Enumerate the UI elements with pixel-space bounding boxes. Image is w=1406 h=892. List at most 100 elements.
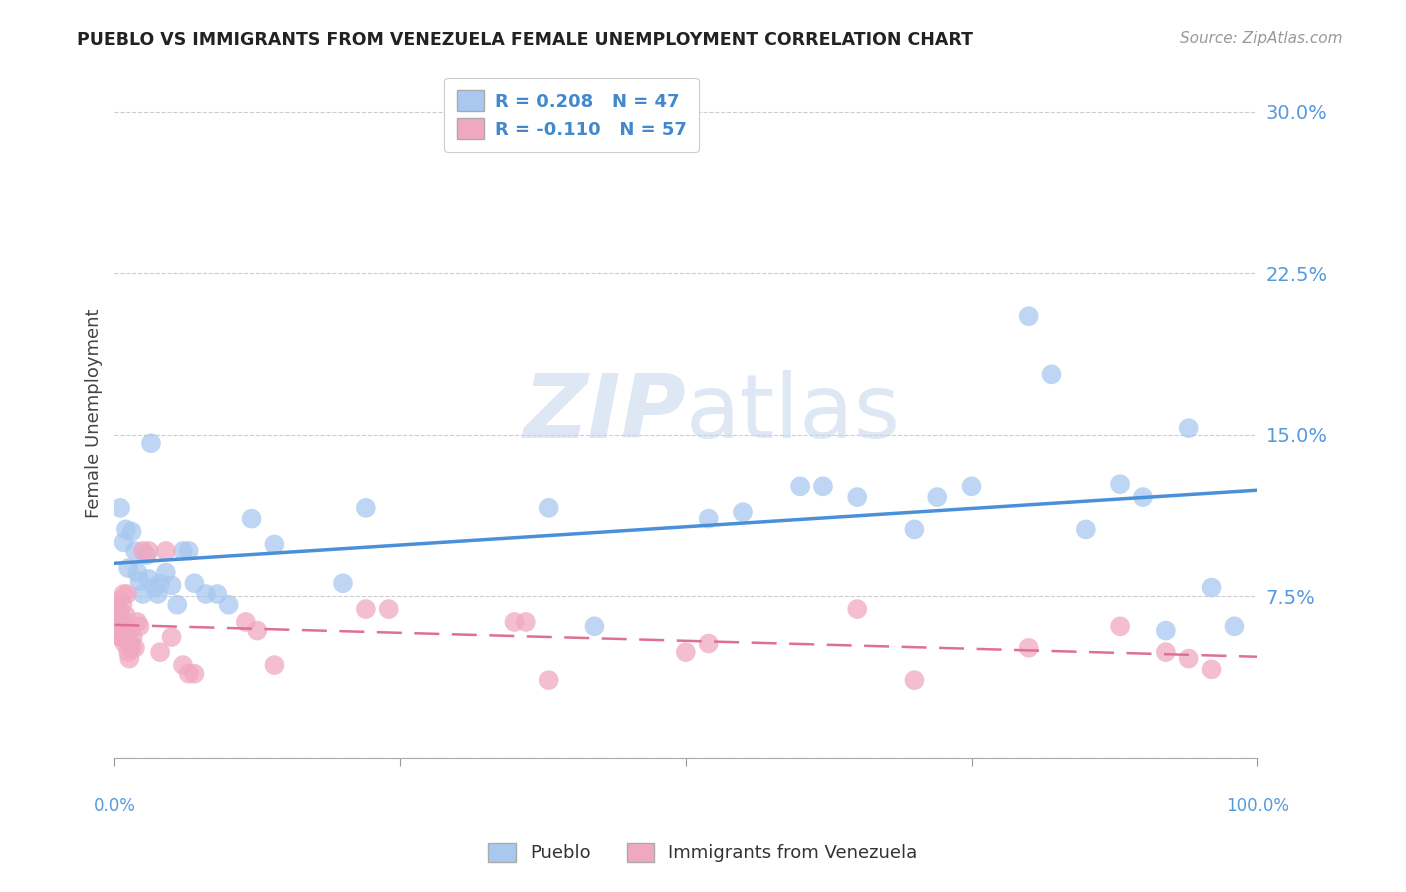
Point [846,490,869,504]
Point [121,630,143,644]
Point [583,619,606,633]
Point [112,587,135,601]
Point [731,505,754,519]
Point [183,576,205,591]
Point [117,645,139,659]
Point [1074,522,1097,536]
Point [537,673,560,687]
Point [115,630,138,644]
Point [903,522,925,536]
Point [172,658,194,673]
Point [108,630,131,644]
Point [1109,619,1132,633]
Point [108,619,131,633]
Text: 100.0%: 100.0% [1226,797,1289,814]
Point [697,636,720,650]
Point [111,624,134,638]
Point [1201,662,1223,676]
Point [110,630,132,644]
Point [118,651,141,665]
Point [108,593,131,607]
Point [155,544,177,558]
Point [115,630,138,644]
Point [108,615,131,629]
Point [105,598,128,612]
Point [960,479,983,493]
Point [903,673,925,687]
Point [115,608,138,623]
Point [120,636,142,650]
Point [177,544,200,558]
Point [240,511,263,525]
Point [127,615,149,629]
Point [263,537,285,551]
Point [218,598,240,612]
Point [503,615,526,629]
Point [110,610,132,624]
Point [107,604,129,618]
Point [354,500,377,515]
Y-axis label: Female Unemployment: Female Unemployment [86,309,103,518]
Point [108,500,131,515]
Point [112,619,135,633]
Point [132,544,155,558]
Point [139,436,162,450]
Point [811,479,834,493]
Point [235,615,257,629]
Point [1177,421,1199,435]
Legend: Pueblo, Immigrants from Venezuela: Pueblo, Immigrants from Venezuela [481,836,925,870]
Point [143,581,166,595]
Point [177,666,200,681]
Point [112,535,135,549]
Text: atlas: atlas [686,369,901,457]
Text: 0.0%: 0.0% [93,797,135,814]
Point [1223,619,1246,633]
Point [107,625,129,640]
Point [149,645,172,659]
Point [846,602,869,616]
Point [104,608,127,623]
Point [1177,651,1199,665]
Point [149,576,172,591]
Legend: R = 0.208   N = 47, R = -0.110   N = 57: R = 0.208 N = 47, R = -0.110 N = 57 [444,78,699,152]
Point [111,598,134,612]
Point [146,587,169,601]
Point [166,598,188,612]
Point [515,615,537,629]
Point [207,587,229,601]
Point [172,544,194,558]
Point [537,500,560,515]
Point [332,576,354,591]
Point [1109,477,1132,491]
Point [155,566,177,580]
Point [377,602,399,616]
Point [1040,368,1063,382]
Point [117,624,139,638]
Point [263,658,285,673]
Point [927,490,949,504]
Point [121,524,143,539]
Point [183,666,205,681]
Point [1018,309,1040,323]
Text: PUEBLO VS IMMIGRANTS FROM VENEZUELA FEMALE UNEMPLOYMENT CORRELATION CHART: PUEBLO VS IMMIGRANTS FROM VENEZUELA FEMA… [77,31,973,49]
Point [115,587,138,601]
Point [117,561,139,575]
Point [354,602,377,616]
Point [160,578,183,592]
Point [160,630,183,644]
Point [135,548,157,562]
Point [127,566,149,580]
Point [132,587,155,601]
Point [1018,640,1040,655]
Point [138,544,160,558]
Point [115,619,138,633]
Point [1154,624,1177,638]
Point [1132,490,1154,504]
Point [194,587,217,601]
Point [114,636,136,650]
Point [128,619,150,633]
Text: Source: ZipAtlas.com: Source: ZipAtlas.com [1180,31,1343,46]
Point [789,479,811,493]
Point [110,619,132,633]
Point [115,522,138,536]
